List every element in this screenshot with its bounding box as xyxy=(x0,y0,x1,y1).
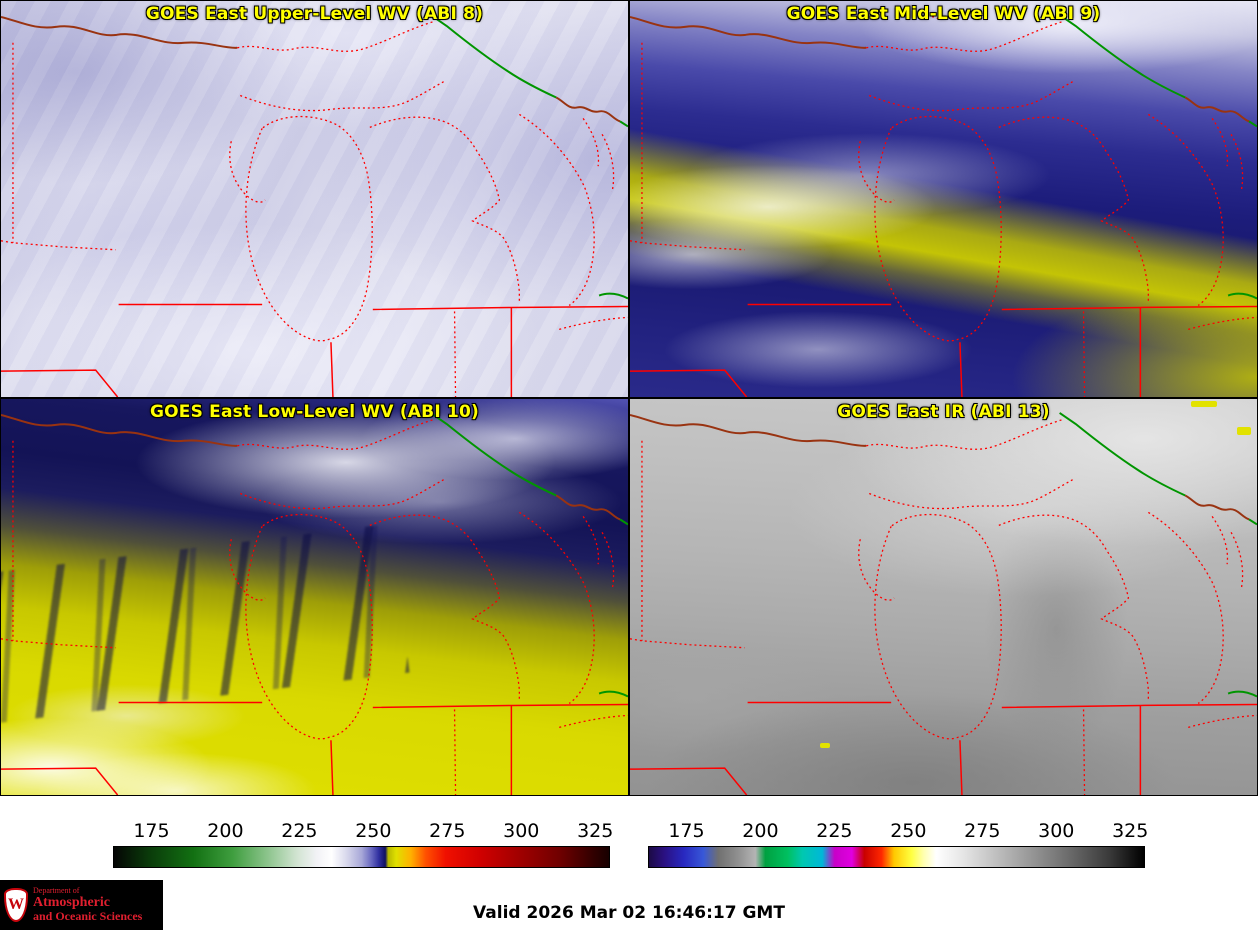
colorbar-tick-label: 300 xyxy=(503,820,540,842)
cold-cloud-speck xyxy=(820,743,830,748)
colorbar-ir-ticks: 175 200 225 250 275 300 325 xyxy=(648,812,1149,846)
map-overlay xyxy=(630,13,1257,397)
map-overlay-use xyxy=(1,13,628,397)
panel-upper-level-wv: GOES East Upper-Level WV (ABI 8) xyxy=(0,0,629,398)
aos-logo-text: Department of Atmospheric and Oceanic Sc… xyxy=(33,886,143,924)
colorbar-tick-label: 250 xyxy=(890,820,927,842)
aos-logo: W Department of Atmospheric and Oceanic … xyxy=(0,880,163,930)
colorbar-tick-label: 200 xyxy=(207,820,244,842)
panel-title: GOES East Mid-Level WV (ABI 9) xyxy=(786,4,1101,24)
colorbar-tick-label: 300 xyxy=(1038,820,1075,842)
satellite-image-abi13 xyxy=(630,399,1257,795)
logo-line-3: and Oceanic Sciences xyxy=(33,909,143,924)
colorbar-tick-label: 250 xyxy=(355,820,392,842)
colorbar-tick-label: 175 xyxy=(668,820,705,842)
logo-line-1: Department of xyxy=(33,886,80,896)
colorbar-tick-label: 325 xyxy=(577,820,614,842)
cold-cloud-speck xyxy=(1191,401,1217,407)
satellite-image-abi9 xyxy=(630,1,1257,397)
map-overlay xyxy=(1,411,628,795)
panel-title: GOES East Upper-Level WV (ABI 8) xyxy=(145,4,484,24)
panel-grid: GOES East Upper-Level WV (ABI 8) GOES Ea… xyxy=(0,0,1258,796)
map-overlay-use xyxy=(1,411,628,795)
colorbar-tick-label: 200 xyxy=(742,820,779,842)
colorbar-tick-label: 275 xyxy=(964,820,1001,842)
colorbar-ir: 175 200 225 250 275 300 325 xyxy=(648,812,1149,868)
panel-title: GOES East Low-Level WV (ABI 10) xyxy=(149,402,479,422)
colorbar-tick-label: 275 xyxy=(429,820,466,842)
panel-mid-level-wv: GOES East Mid-Level WV (ABI 9) xyxy=(629,0,1258,398)
panel-low-level-wv: GOES East Low-Level WV (ABI 10) xyxy=(0,398,629,796)
satellite-image-abi8 xyxy=(1,1,628,397)
valid-time-label: Valid 2026 Mar 02 16:46:17 GMT xyxy=(473,903,785,923)
map-overlay xyxy=(1,13,628,397)
colorbar-tick-label: 225 xyxy=(816,820,853,842)
panel-title: GOES East IR (ABI 13) xyxy=(837,402,1050,422)
colorbar-ir-gradient xyxy=(648,846,1145,868)
colorbar-wv-gradient xyxy=(113,846,610,868)
colorbar-tick-label: 175 xyxy=(133,820,170,842)
colorbar-tick-label: 225 xyxy=(281,820,318,842)
panel-ir: GOES East IR (ABI 13) xyxy=(629,398,1258,796)
colorbar-tick-label: 325 xyxy=(1112,820,1149,842)
map-overlay-use xyxy=(630,13,1257,397)
map-overlay-use xyxy=(630,411,1257,795)
map-overlay xyxy=(630,411,1257,795)
colorbar-wv: 175 200 225 250 275 300 325 xyxy=(113,812,614,868)
logo-line-2: Atmospheric xyxy=(33,894,110,910)
cold-cloud-speck xyxy=(1237,427,1251,435)
colorbar-wv-ticks: 175 200 225 250 275 300 325 xyxy=(113,812,614,846)
